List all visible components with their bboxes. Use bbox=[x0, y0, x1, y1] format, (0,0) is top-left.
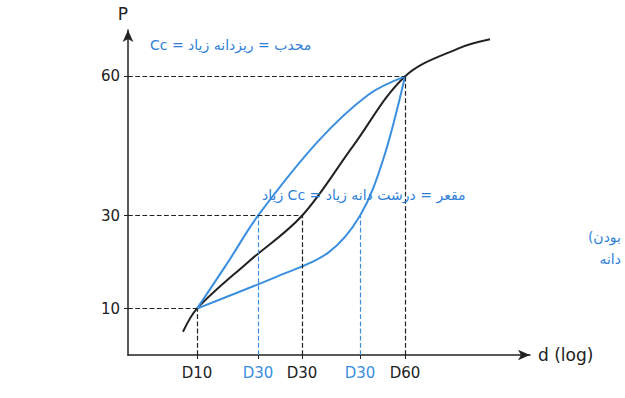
svg-text:30: 30 bbox=[101, 207, 120, 225]
svg-text:10: 10 bbox=[101, 300, 120, 318]
html-text:دانه: دانه bbox=[599, 251, 621, 267]
svg-text:D60: D60 bbox=[390, 364, 421, 382]
svg-text:P: P bbox=[118, 4, 128, 24]
svg-text:60: 60 bbox=[101, 67, 120, 85]
svg-text:D30: D30 bbox=[243, 364, 274, 382]
html-text:مقعر = درشت دانه زیاد = Cc زیا: مقعر = درشت دانه زیاد = Cc زیاد bbox=[262, 187, 466, 203]
svg-text:d (log): d (log) bbox=[538, 345, 593, 365]
svg-text:D30: D30 bbox=[345, 364, 376, 382]
svg-text:D10: D10 bbox=[182, 364, 213, 382]
svg-text:D30: D30 bbox=[287, 364, 318, 382]
html-text:محدب = ریزدانه زیاد = Cc: محدب = ریزدانه زیاد = Cc bbox=[150, 37, 312, 53]
html-text:بودن): بودن) bbox=[587, 229, 621, 245]
